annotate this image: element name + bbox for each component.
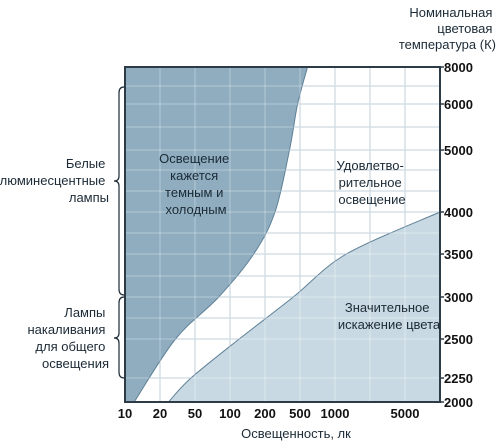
bracket-label-incandescent-line: накаливания — [27, 322, 105, 337]
region-label-satisfactory-line: освещение — [338, 192, 405, 207]
region-label-satisfactory: Удовлетво- рительное освещение — [337, 158, 408, 207]
y-axis-title-line: температура (К) — [399, 37, 496, 52]
x-tick-label: 1000 — [321, 406, 350, 421]
bracket-incandescent — [113, 296, 125, 379]
plot-frame — [124, 66, 441, 403]
y-tick-label: 3500 — [444, 247, 473, 262]
dark-cold-region — [124, 66, 309, 403]
y-tick-label: 5000 — [444, 143, 473, 158]
bracket-label-fluorescent-line: Белые — [66, 156, 106, 171]
bracket-label-fluorescent-line: лампы — [69, 190, 109, 205]
y-tick-label: 2000 — [444, 395, 473, 410]
region-label-dark-line: темным и — [165, 185, 223, 200]
y-axis-title-line: цветовая — [437, 21, 492, 36]
region-label-distortion-line: Значительное — [345, 300, 430, 315]
y-tick-label: 2500 — [444, 332, 473, 347]
bracket-label-incandescent: Лампы накаливания для общего освещения — [27, 305, 109, 371]
region-label-dark: Освещение кажется темным и холодным — [159, 151, 233, 217]
x-axis-title: Освещенность, лк — [241, 426, 351, 441]
bracket-label-incandescent-line: Лампы — [64, 305, 105, 320]
x-tick-label: 20 — [153, 406, 167, 421]
bracket-label-fluorescent: Белые люминесцентные лампы — [0, 156, 109, 205]
region-label-distortion: Значительное искажение цвета — [338, 300, 441, 332]
y-axis-title: Номинальная цветовая температура (К) — [399, 5, 496, 52]
x-tick-label: 50 — [188, 406, 202, 421]
y-axis-ticks: 2000 2250 2500 3000 3500 4000 5000 6000 8000 — [440, 60, 473, 410]
y-tick-label: 2250 — [444, 371, 473, 386]
region-label-satisfactory-line: Удовлетво- — [337, 158, 404, 173]
y-axis-title-line: Номинальная — [409, 5, 492, 20]
x-tick-label: 500 — [289, 406, 311, 421]
region-label-dark-line: Освещение — [159, 151, 229, 166]
bracket-label-incandescent-line: для общего — [35, 339, 105, 354]
bracket-fluorescent — [113, 86, 125, 296]
x-tick-label: 200 — [254, 406, 276, 421]
y-tick-label: 6000 — [444, 97, 473, 112]
color-distortion-region — [167, 211, 441, 403]
region-label-dark-line: холодным — [165, 202, 226, 217]
y-tick-label: 8000 — [444, 60, 473, 75]
grid-overlay — [125, 67, 440, 402]
y-tick-label: 4000 — [444, 205, 473, 220]
region-label-satisfactory-line: рительное — [339, 175, 402, 190]
x-axis-ticks: 10 20 50 100 200 500 1000 5000 — [118, 406, 420, 421]
x-tick-label: 10 — [118, 406, 132, 421]
x-tick-label: 100 — [219, 406, 241, 421]
bracket-label-fluorescent-line: люминесцентные — [0, 173, 105, 188]
x-tick-label: 5000 — [391, 406, 420, 421]
region-label-dark-line: кажется — [170, 168, 218, 183]
y-tick-label: 3000 — [444, 290, 473, 305]
bracket-label-incandescent-line: освещения — [42, 356, 109, 371]
region-label-distortion-line: искажение цвета — [338, 317, 441, 332]
